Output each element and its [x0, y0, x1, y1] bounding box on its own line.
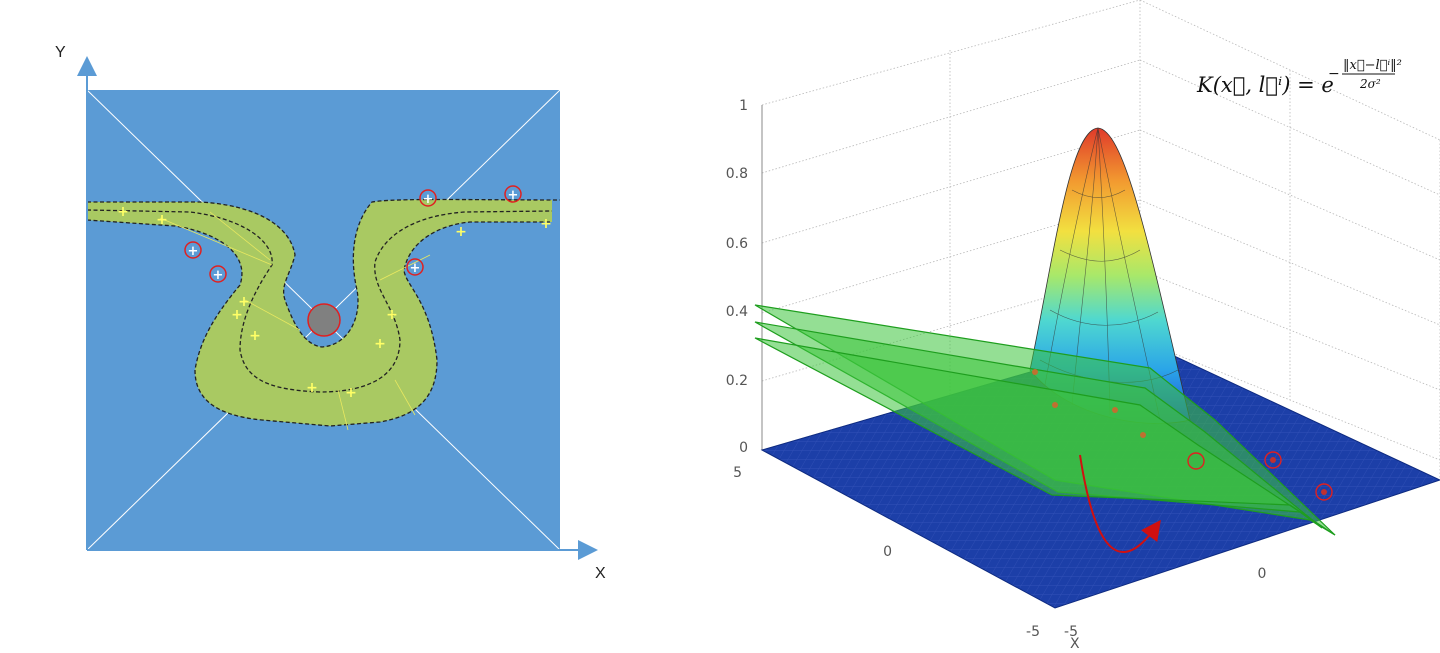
support-vector-ring: [209, 265, 227, 283]
y-axis-label: Y: [55, 44, 66, 61]
plus-marker: +: [345, 385, 357, 401]
separating-planes: [754, 304, 1336, 536]
support-vector-ring: [406, 258, 424, 276]
plus-marker: +: [306, 380, 318, 396]
y-tick-label: 0: [883, 544, 892, 560]
left-diagram: + + + + + + + + + + + + + + + +: [55, 44, 606, 582]
sample-dot: [1140, 432, 1146, 438]
support-vector-ring: [504, 185, 522, 203]
sample-dot: [1112, 407, 1118, 413]
plus-marker: +: [117, 204, 129, 220]
positive-samples: + + + + + + + + + + +: [117, 204, 552, 401]
z-tick-label: 1: [739, 98, 748, 114]
spoke-line: [159, 211, 431, 431]
x-tick-label: -5: [1064, 624, 1078, 640]
outer-margin-boundary: [87, 198, 561, 348]
sample-dot: [1270, 457, 1276, 463]
x-tick-labels: 0 -5: [1064, 566, 1266, 640]
y-tick-label: 5: [733, 465, 742, 481]
kernel-formula: K(x⃗, l⃗ⁱ) = e − ‖x⃗−l⃗ⁱ‖² 2σ²: [1196, 58, 1402, 97]
plus-marker: +: [540, 216, 552, 232]
support-vector-ring: [1187, 452, 1205, 470]
plus-marker: +: [423, 192, 434, 207]
plus-marker: +: [238, 294, 250, 310]
formula-exponent-numerator: ‖x⃗−l⃗ⁱ‖²: [1343, 58, 1402, 73]
formula-lhs: K(x⃗, l⃗ⁱ) = e: [1196, 73, 1334, 97]
peak-mesh: [1039, 127, 1179, 421]
support-vector-ring: [1315, 483, 1333, 501]
margin-band: [87, 199, 552, 426]
z-tick-label: 0.2: [726, 373, 748, 389]
plus-marker: +: [213, 268, 224, 283]
plus-marker: +: [386, 307, 398, 323]
plus-marker: +: [374, 336, 386, 352]
plus-marker: +: [156, 212, 168, 228]
support-vectors: + + + + +: [184, 185, 522, 283]
sample-dot: [1321, 489, 1327, 495]
z-tick-label: 0.8: [726, 166, 748, 182]
projected-samples: [1032, 369, 1333, 501]
y-tick-label: -5: [1026, 624, 1040, 640]
support-vector-ring: [184, 241, 202, 259]
mapping-arrow: [1079, 454, 1161, 554]
plus-marker: +: [188, 244, 199, 259]
x-axis-label: X: [595, 565, 606, 582]
y-tick-labels: 5 0 -5: [733, 465, 1040, 640]
z-tick-label: 0.4: [726, 304, 748, 320]
formula-exponent-minus: −: [1328, 66, 1340, 82]
landmark-point: [307, 303, 341, 337]
z-tick-label: 0.6: [726, 236, 748, 252]
right-diagram: 1 0.8 0.6 0.4 0.2 0 5 0 -5 0 -5 X K(x⃗, …: [726, 0, 1440, 652]
z-tick-label: 0: [739, 440, 748, 456]
x-axis-label: X: [1070, 636, 1080, 652]
z-tick-labels: 1 0.8 0.6 0.4 0.2 0: [726, 98, 748, 456]
support-vector-ring: [1264, 451, 1282, 469]
margin-plane: [754, 337, 1336, 536]
x-tick-label: 0: [1258, 566, 1267, 582]
plus-marker: +: [249, 328, 261, 344]
plus-marker: +: [455, 224, 467, 240]
plus-marker: +: [410, 261, 421, 276]
plus-marker: +: [508, 188, 519, 203]
sample-dot: [1032, 369, 1038, 375]
formula-exponent-denominator: 2σ²: [1359, 77, 1381, 91]
sample-dot: [1052, 402, 1058, 408]
support-vector-ring: [419, 189, 437, 207]
plus-marker: +: [231, 307, 243, 323]
